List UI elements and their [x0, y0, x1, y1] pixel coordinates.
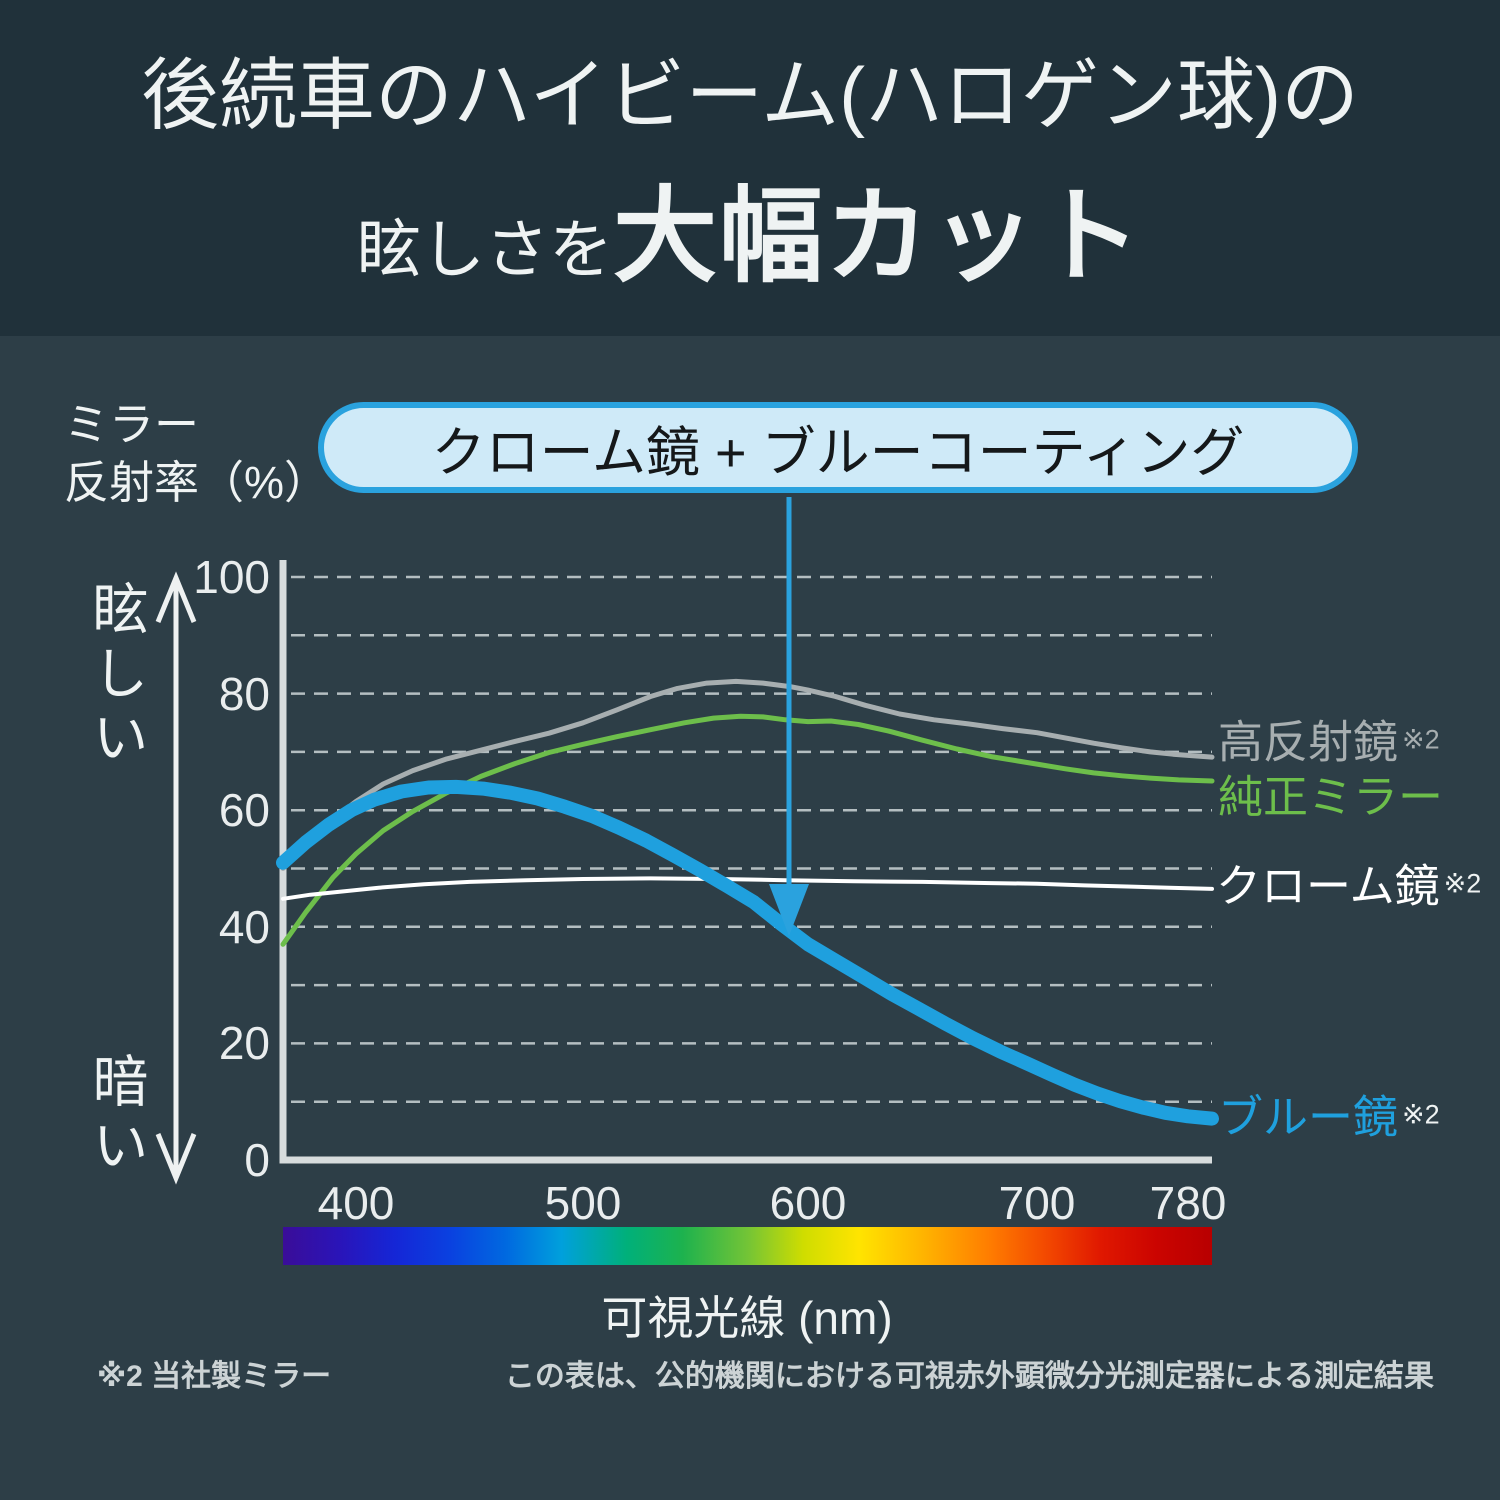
x-axis-title: 可視光線 (nm) — [601, 1292, 893, 1344]
series-line-genuine-mirror — [280, 713, 1215, 947]
legend-blue-mirror: ブルー鏡 ※2 — [1218, 1081, 1440, 1146]
page-title-line2-small: 眩しさを — [356, 214, 613, 286]
callout-bubble: クローム鏡 + ブルーコーティング — [318, 402, 1358, 493]
page-title-line2: 眩しさを 大幅カット — [357, 151, 1143, 302]
page-title-line1: 後続車のハイビーム(ハロゲン球)の — [140, 51, 1360, 139]
legend-high-reflection-mirror: 高反射鏡 ※2 — [1218, 706, 1440, 771]
series-curves — [276, 678, 1219, 1126]
axis-lines — [279, 560, 1212, 1164]
footnote-marker: ※2 — [1402, 724, 1440, 755]
legend-label: ブルー鏡 — [1218, 1091, 1399, 1143]
footnote-marker: ※2 — [1402, 1099, 1440, 1130]
y-axis-title: ミラー 反射率（%） — [64, 396, 329, 511]
legend-chrome-mirror: クローム鏡 ※2 — [1216, 850, 1481, 915]
footnote-marker: ※2 — [1443, 868, 1482, 899]
page-title-line2-large: 大幅カット — [612, 179, 1143, 295]
series-line-blue-mirror — [276, 779, 1219, 1126]
y-axis-title-line1: ミラー — [64, 399, 200, 450]
x-tick-label: 600 — [769, 1177, 847, 1229]
legend-label: 純正ミラー — [1218, 771, 1444, 823]
header-banner: 後続車のハイビーム(ハロゲン球)の 眩しさを 大幅カット — [0, 0, 1500, 336]
y-tick-label: 80 — [218, 667, 270, 720]
series-line-high-reflection-mirror — [280, 678, 1215, 871]
y-tick-label: 0 — [244, 1134, 270, 1186]
y-tick-label: 60 — [218, 784, 270, 837]
y-tick-label: 100 — [193, 551, 270, 603]
down-arrow-icon — [769, 497, 809, 936]
y-axis-low-label: 暗い — [85, 1052, 148, 1180]
visible-spectrum-bar — [283, 1227, 1212, 1265]
legend-genuine-mirror: 純正ミラー — [1218, 761, 1447, 826]
footnote-right: この表は、公的機関における可視赤外顕微分光測定器による測定結果 — [504, 1360, 1434, 1393]
footnote-left: ※2 当社製ミラー — [97, 1360, 332, 1393]
y-axis-high-label: 眩しい — [85, 580, 148, 772]
y-tick-label: 40 — [218, 900, 270, 953]
y-axis-title-line2: 反射率（%） — [64, 456, 330, 508]
legend-label: クローム鏡 — [1216, 860, 1440, 912]
x-tick-label: 500 — [544, 1177, 622, 1229]
brightness-scale-arrow-icon — [155, 571, 197, 1185]
y-tick-label: 20 — [218, 1017, 270, 1070]
x-tick-label: 700 — [998, 1177, 1076, 1229]
legend-label: 高反射鏡 — [1218, 716, 1399, 768]
x-tick-label: 780 — [1149, 1177, 1227, 1229]
callout-text: クローム鏡 + ブルーコーティング — [431, 423, 1245, 483]
x-tick-label: 400 — [317, 1177, 395, 1229]
gridlines — [291, 575, 1212, 1103]
